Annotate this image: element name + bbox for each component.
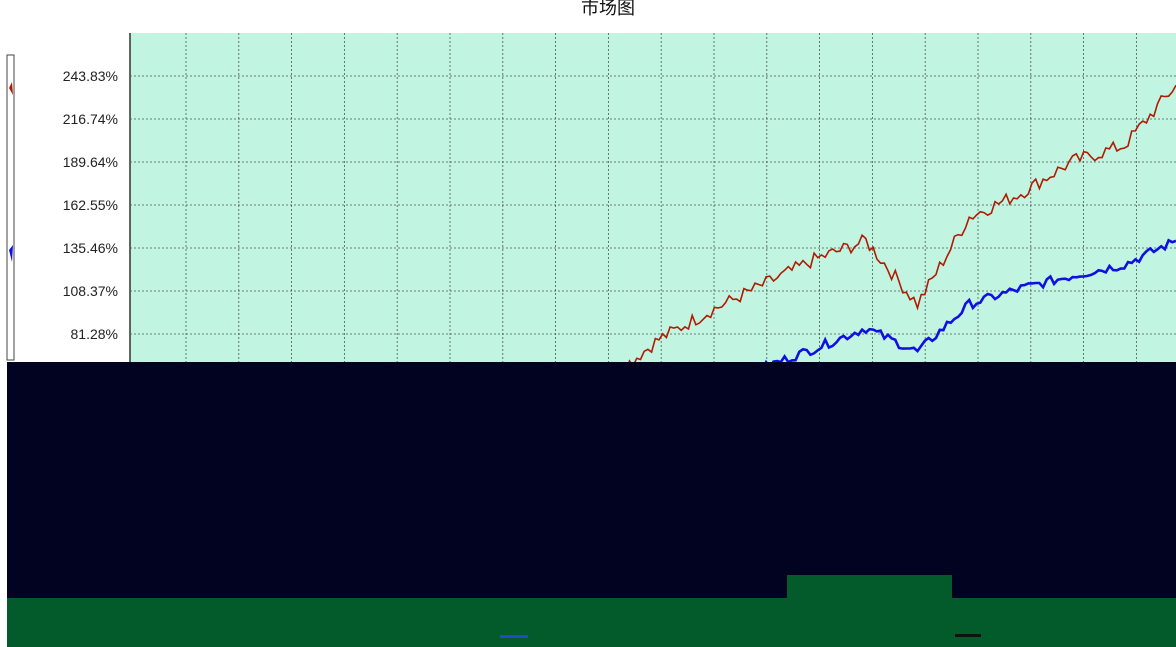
plot-area [130, 33, 1176, 365]
bottom-green-bar [7, 598, 1176, 647]
bottom-blue-artifact [500, 635, 528, 638]
y-tick-labels: 243.83% 216.74% 189.64% 162.55% 135.46% 108.3… [63, 68, 118, 342]
y-tick-label: 189.64% [63, 154, 118, 170]
left-mini-panel [6, 54, 15, 361]
chart-title: 市场图 [581, 0, 635, 19]
y-tick-label: 216.74% [63, 111, 118, 127]
y-tick-label: 243.83% [63, 68, 118, 84]
bottom-dark-artifact [955, 634, 981, 637]
mini-blue-mark [9, 245, 13, 262]
y-tick-label: 108.37% [63, 283, 118, 299]
mini-red-mark [9, 82, 13, 95]
dark-overlay [7, 362, 1176, 598]
y-tick-label: 135.46% [63, 240, 118, 256]
y-tick-label: 81.28% [71, 326, 118, 342]
y-tick-label: 162.55% [63, 197, 118, 213]
green-artifact-block [787, 575, 952, 600]
